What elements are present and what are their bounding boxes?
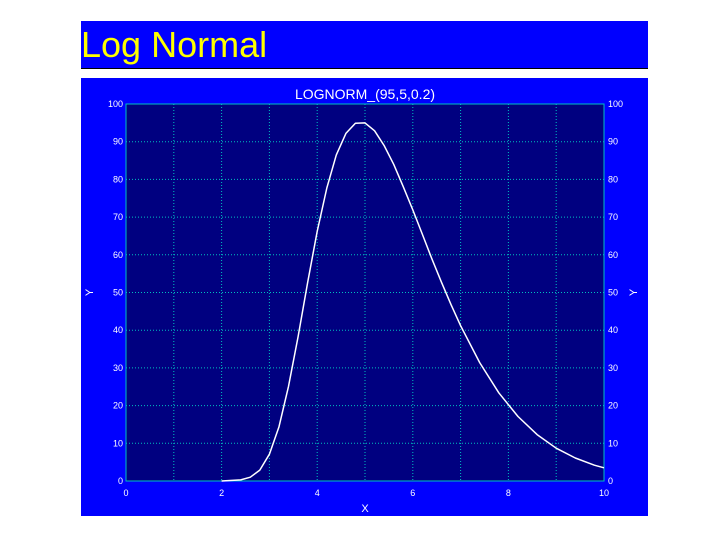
- plot-area: [126, 104, 604, 481]
- plot-border: [125, 103, 605, 482]
- x-tick-label: 0: [123, 488, 128, 498]
- x-tick-label: 2: [219, 488, 224, 498]
- x-tick-label: 8: [506, 488, 511, 498]
- y2-tick-label: 60: [608, 250, 618, 260]
- y-tick-label: 30: [113, 363, 123, 373]
- y2-axis-label: Y: [628, 288, 640, 296]
- y2-tick-label: 90: [608, 137, 618, 147]
- y-tick-label: 90: [113, 137, 123, 147]
- y-tick-label: 20: [113, 401, 123, 411]
- x-tick-label: 6: [410, 488, 415, 498]
- y-tick-label: 50: [113, 288, 123, 298]
- y-tick-label: 80: [113, 174, 123, 184]
- y2-tick-label: 10: [608, 438, 618, 448]
- x-tick-label: 10: [599, 488, 609, 498]
- slide-title-bar: Log Normal: [81, 21, 648, 69]
- y-tick-label: 70: [113, 212, 123, 222]
- y2-tick-label: 20: [608, 401, 618, 411]
- y2-tick-label: 80: [608, 174, 618, 184]
- y-axis-label: Y: [84, 288, 96, 296]
- chart-title: LOGNORM_(95,5,0.2): [295, 86, 435, 102]
- x-axis-label: X: [361, 503, 369, 515]
- y2-tick-label: 0: [608, 476, 613, 486]
- y-tick-label: 0: [118, 476, 123, 486]
- y-tick-label: 60: [113, 250, 123, 260]
- y2-tick-label: 30: [608, 363, 618, 373]
- series-line-lognormal: [221, 122, 605, 482]
- lognormal-chart: LOGNORM_(95,5,0.2)0102030405060708090100…: [84, 86, 640, 515]
- slide-title: Log Normal: [81, 24, 268, 65]
- y2-tick-label: 70: [608, 212, 618, 222]
- y-tick-label: 40: [113, 325, 123, 335]
- chart-frame: LOGNORM_(95,5,0.2) 0 10 20 30 40 50 60 70 80 90 100…: [81, 78, 648, 516]
- y-tick-label: 10: [113, 438, 123, 448]
- y-tick-label: 100: [108, 99, 123, 109]
- y2-tick-label: 100: [608, 99, 623, 109]
- x-tick-label: 4: [315, 488, 320, 498]
- y2-tick-label: 50: [608, 288, 618, 298]
- y2-tick-label: 40: [608, 325, 618, 335]
